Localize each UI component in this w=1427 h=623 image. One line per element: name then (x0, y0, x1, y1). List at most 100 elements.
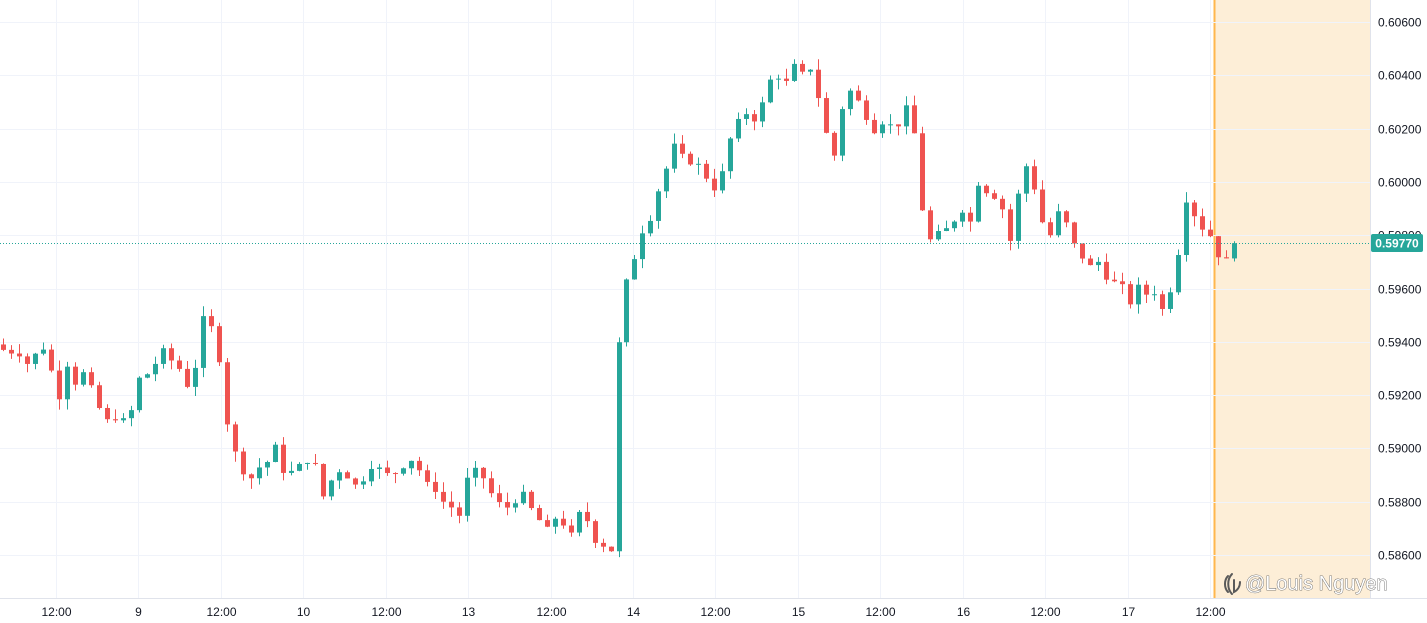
candle-down (1000, 195, 1005, 219)
candle-down (1224, 250, 1229, 259)
candle-down (1144, 280, 1149, 304)
x-tick-label: 10 (297, 605, 311, 619)
candle-up (1016, 189, 1021, 249)
candle-down (561, 510, 566, 529)
candle-down (984, 184, 989, 197)
candle-up (513, 499, 518, 513)
candle-up (473, 461, 478, 487)
x-tick-label: 16 (957, 605, 971, 619)
candle-down (864, 95, 869, 125)
brand-logo-icon (1224, 573, 1241, 595)
candle-up (728, 137, 733, 179)
candle-down (489, 471, 494, 498)
y-tick-label: 0.60200 (1378, 123, 1422, 137)
candle-up (521, 484, 526, 505)
candle-up (952, 220, 957, 232)
x-tick-label: 12:00 (371, 605, 401, 619)
candle-down (784, 68, 789, 86)
candle-down (968, 207, 973, 232)
y-tick-label: 0.60000 (1378, 176, 1422, 190)
x-tick-label: 13 (462, 605, 476, 619)
candle-up (129, 405, 134, 427)
candle-up (329, 479, 334, 501)
candle-up (1096, 257, 1101, 271)
candle-down (89, 367, 94, 388)
candle-up (1152, 285, 1157, 301)
candle-up (768, 75, 773, 104)
x-tick-label: 12:00 (206, 605, 236, 619)
candle-up (337, 469, 342, 489)
candle-up (65, 361, 70, 410)
candle-down (912, 95, 917, 134)
candle-up (409, 460, 414, 475)
candle-down (545, 514, 550, 528)
candle-down (1048, 217, 1053, 238)
candle-down (1104, 253, 1109, 285)
candle-down (752, 109, 757, 131)
candle-down (185, 360, 190, 389)
candle-up (944, 220, 949, 232)
candle-up (617, 337, 622, 558)
x-tick-label: 12:00 (536, 605, 566, 619)
candle-down (712, 168, 717, 198)
last-price-label: 0.59770 (1375, 237, 1419, 251)
candle-up (1232, 241, 1237, 262)
y-tick-label: 0.59600 (1378, 283, 1422, 297)
candle-down (457, 502, 462, 524)
candle-down (1120, 272, 1125, 295)
candle-down (433, 472, 438, 499)
candle-up (305, 462, 310, 470)
candle-down (704, 160, 709, 183)
candle-up (760, 96, 765, 128)
candle-down (505, 492, 510, 516)
candle-down (1208, 220, 1213, 238)
candle-up (289, 461, 294, 476)
candle-down (1216, 236, 1221, 266)
candle-down (800, 60, 805, 75)
candle-up (401, 467, 406, 476)
grid-vertical (56, 0, 1211, 598)
candle-down (1112, 271, 1117, 283)
x-tick-label: 12:00 (700, 605, 730, 619)
y-tick-label: 0.60600 (1378, 16, 1422, 30)
candle-down (856, 85, 861, 102)
candle-down (209, 309, 214, 333)
x-tick-label: 12:00 (865, 605, 895, 619)
candle-down (169, 343, 174, 370)
candles (1, 59, 1237, 558)
y-tick-label: 0.58800 (1378, 496, 1422, 510)
watermark: @Louis Nguyen (1224, 573, 1388, 595)
candle-up (1176, 249, 1181, 295)
candle-down (816, 59, 821, 107)
candle-down (529, 489, 534, 511)
candle-up (265, 460, 270, 476)
candle-up (656, 188, 661, 229)
candle-down (281, 437, 286, 481)
candle-up (137, 376, 142, 413)
candle-up (1024, 163, 1029, 202)
x-tick-label: 12:00 (1195, 605, 1225, 619)
candle-down (601, 538, 606, 553)
candle-up (936, 224, 941, 241)
candle-down (233, 421, 238, 462)
candle-down (992, 189, 997, 200)
candle-up (121, 413, 126, 423)
price-axis[interactable]: 0.606000.604000.602000.600000.598000.596… (1378, 16, 1422, 563)
candle-down (217, 322, 222, 367)
candle-down (680, 135, 685, 159)
candle-down (1064, 210, 1069, 228)
x-tick-label: 15 (792, 605, 806, 619)
candle-up (161, 344, 166, 369)
x-tick-label: 9 (135, 605, 142, 619)
candle-down (1088, 255, 1093, 266)
candle-up (664, 166, 669, 199)
candle-down (113, 409, 118, 423)
candle-up (193, 359, 198, 397)
candle-down (321, 463, 326, 500)
time-axis[interactable]: 12:00 9 12:00 10 12:00 13 12:00 14 12:00 15 12:00 1… (41, 605, 1225, 619)
candle-down (345, 470, 350, 479)
y-tick-label: 0.59000 (1378, 442, 1422, 456)
candle-down (1080, 243, 1085, 264)
